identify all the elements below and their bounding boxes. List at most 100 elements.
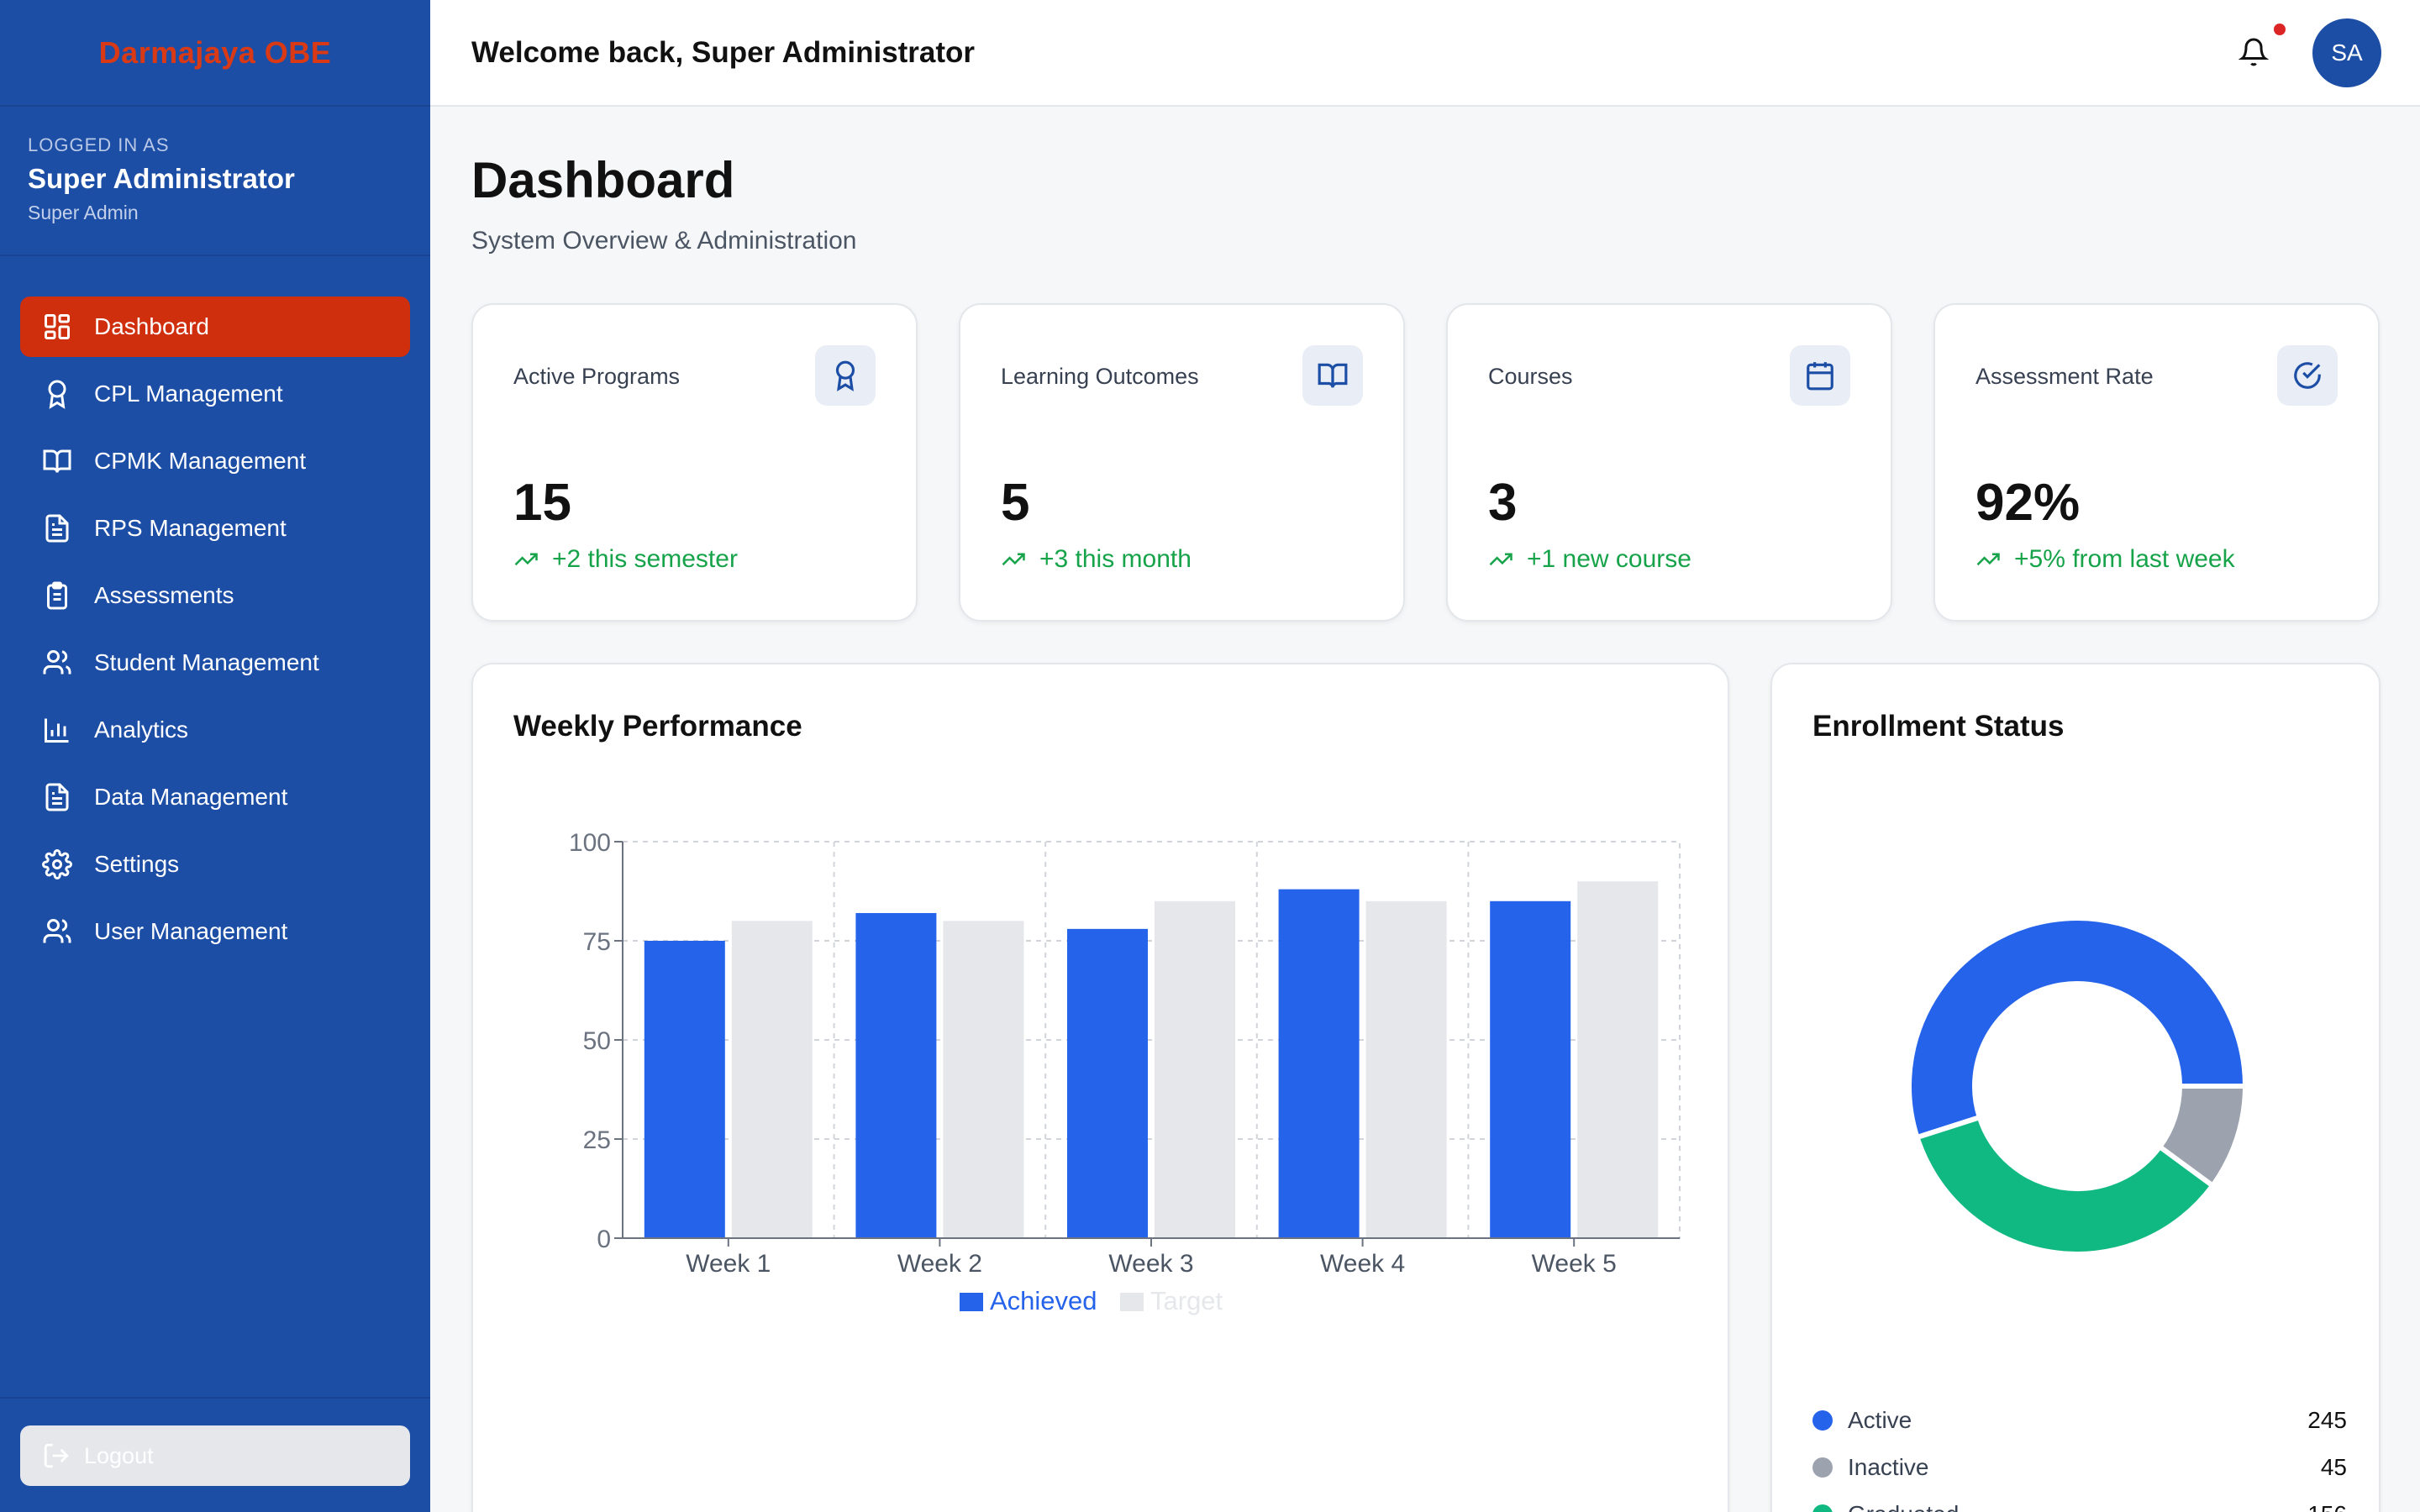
- bar-achieved: [1278, 889, 1360, 1238]
- sidebar-item-label: Student Management: [94, 649, 319, 675]
- y-tick-label: 100: [569, 829, 611, 857]
- sidebar-item-user-management[interactable]: User Management: [20, 901, 410, 962]
- calendar-icon: [1807, 362, 1833, 391]
- trending-up-icon: [1489, 553, 1512, 566]
- page-title: Dashboard: [471, 152, 735, 208]
- legend-label: Graduated: [1848, 1501, 1959, 1512]
- trending-up-icon: [514, 553, 538, 566]
- sidebar-nav: Dashboard CPL Management CPMK Management…: [0, 256, 430, 962]
- stat-trend-text: +3 this month: [1039, 545, 1192, 573]
- stat-trend: +3 this month: [1001, 545, 1192, 574]
- sidebar-item-data-management[interactable]: Data Management: [20, 767, 410, 827]
- user-name: Super Administrator: [28, 163, 295, 194]
- legend-dot: [1812, 1504, 1833, 1512]
- bell-icon[interactable]: [2238, 37, 2269, 67]
- x-tick-label: Week 4: [1320, 1250, 1405, 1278]
- x-tick-label: Week 2: [897, 1250, 982, 1278]
- bar-target: [1155, 900, 1235, 1238]
- y-tick-label: 0: [597, 1226, 611, 1253]
- stat-label: Learning Outcomes: [1001, 364, 1199, 389]
- sidebar-item-cpmk-management[interactable]: CPMK Management: [20, 431, 410, 491]
- sidebar: Darmajaya OBE LOGGED IN AS Super Adminis…: [0, 0, 430, 1512]
- legend-swatch-target: [1120, 1293, 1144, 1311]
- sidebar-item-label: Dashboard: [94, 313, 209, 339]
- logout-button[interactable]: Logout: [20, 1425, 410, 1486]
- stat-trend: +2 this semester: [513, 545, 738, 574]
- page-subtitle: System Overview & Administration: [471, 227, 857, 255]
- check-circle-icon: [2294, 362, 2321, 389]
- weekly-performance-title: Weekly Performance: [513, 710, 802, 743]
- legend-dot: [1812, 1457, 1833, 1478]
- enrollment-status-title: Enrollment Status: [1812, 710, 2065, 743]
- sidebar-item-label: Settings: [94, 851, 180, 877]
- donut-slice-active: [1907, 916, 2249, 1141]
- legend-item-inactive: Inactive 45: [1812, 1454, 2347, 1481]
- award-icon: [835, 360, 855, 391]
- stat-value: 3: [1488, 474, 1518, 532]
- sidebar-item-cpl-management[interactable]: CPL Management: [20, 364, 410, 424]
- legend-swatch-achieved: [960, 1293, 983, 1311]
- book-open-icon: [43, 449, 71, 473]
- plot-frame: [622, 841, 1681, 1239]
- y-tick-label: 75: [583, 928, 611, 956]
- bar-achieved: [1490, 900, 1571, 1238]
- logout-label: Logout: [84, 1442, 154, 1468]
- sidebar-item-settings[interactable]: Settings: [20, 834, 410, 895]
- legend-label: Active: [1848, 1407, 1912, 1433]
- legend-dot: [1812, 1410, 1833, 1431]
- bar-chart-icon: [45, 718, 69, 743]
- stat-trend: +1 new course: [1488, 545, 1691, 574]
- sidebar-item-label: CPL Management: [94, 381, 283, 407]
- stat-value: 15: [513, 474, 571, 532]
- x-tick-label: Week 1: [686, 1250, 771, 1278]
- grid-icon: [45, 314, 70, 339]
- sidebar-item-rps-management[interactable]: RPS Management: [20, 498, 410, 559]
- stat-trend-text: +1 new course: [1527, 545, 1691, 573]
- stat-label: Courses: [1488, 364, 1573, 389]
- sidebar-item-assessments[interactable]: Assessments: [20, 565, 410, 626]
- y-tick-label: 25: [583, 1126, 611, 1154]
- sidebar-item-analytics[interactable]: Analytics: [20, 700, 410, 760]
- stat-card-assessment-rate: Assessment Rate 92% +5% from last week: [1933, 303, 2380, 622]
- user-info: LOGGED IN AS Super Administrator Super A…: [0, 107, 430, 256]
- sidebar-item-label: Analytics: [94, 717, 189, 743]
- weekly-performance-card: Weekly Performance 0 25 50 75 100 Week 1 Week …: [471, 663, 1729, 1512]
- bar-target: [731, 921, 813, 1238]
- enrollment-status-card: Enrollment Status Active 245 Inactive 45…: [1770, 663, 2381, 1512]
- bar-target: [943, 921, 1024, 1238]
- x-tick-label: Week 3: [1108, 1250, 1193, 1278]
- avatar[interactable]: SA: [2312, 18, 2381, 87]
- stat-trend-text: +2 this semester: [552, 545, 738, 573]
- legend-value: 156: [2307, 1501, 2347, 1512]
- stat-card-courses: Courses 3 +1 new course: [1446, 303, 1892, 622]
- bar-achieved: [1067, 928, 1148, 1238]
- sidebar-item-label: RPS Management: [94, 515, 287, 541]
- logout-area: Logout: [0, 1397, 430, 1512]
- award-icon: [48, 380, 66, 409]
- stat-value: 92%: [1975, 474, 2081, 532]
- trending-up-icon: [1002, 553, 1025, 566]
- sidebar-item-student-management[interactable]: Student Management: [20, 633, 410, 693]
- gear-icon: [42, 849, 72, 879]
- user-role: Super Admin: [28, 202, 139, 223]
- stat-icon-box: [1302, 345, 1363, 406]
- stat-trend-text: +5% from last week: [2014, 545, 2235, 573]
- stat-label: Active Programs: [513, 364, 681, 389]
- legend-label-target: Target: [1150, 1286, 1223, 1315]
- trending-up-icon: [1976, 553, 2000, 566]
- stat-trend: +5% from last week: [1975, 545, 2235, 574]
- document-icon: [45, 783, 69, 811]
- book-open-icon: [1318, 363, 1348, 388]
- sidebar-item-dashboard[interactable]: Dashboard: [20, 297, 410, 357]
- sidebar-item-label: Data Management: [94, 784, 288, 810]
- sidebar-item-label: User Management: [94, 918, 288, 944]
- stat-icon-box: [1790, 345, 1850, 406]
- stat-label: Assessment Rate: [1975, 364, 2154, 389]
- weekly-performance-chart: 0 25 50 75 100 Week 1 Week 2 Week 3 Week 4 Week 5…: [569, 829, 1681, 1315]
- logout-icon: [44, 1443, 69, 1468]
- clipboard-icon: [47, 581, 67, 610]
- welcome-message: Welcome back, Super Administrator: [471, 35, 976, 69]
- bar-achieved: [644, 941, 725, 1238]
- legend-label: Inactive: [1848, 1454, 1929, 1480]
